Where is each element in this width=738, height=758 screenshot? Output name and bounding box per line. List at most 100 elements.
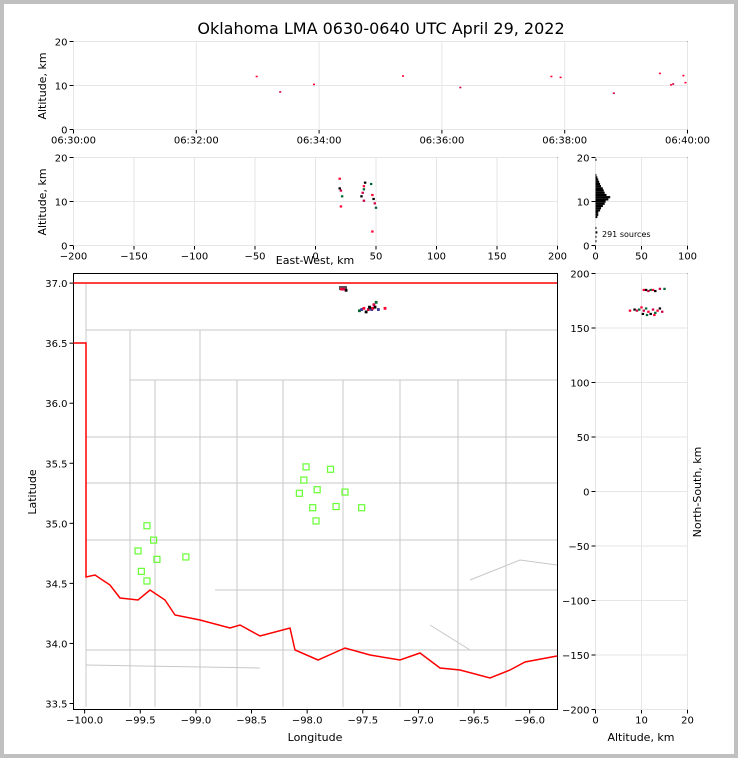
ew-alt-tick-label-x: −200 xyxy=(60,252,87,263)
histogram-bar xyxy=(595,202,605,205)
time-height-tick-label-y: 20 xyxy=(55,38,68,49)
map-tick-label-x: −99.5 xyxy=(125,716,156,727)
ew-alt-point xyxy=(362,185,366,188)
alt-ns-point xyxy=(644,307,648,310)
map-source-point xyxy=(344,288,348,292)
ew-alt-point xyxy=(363,181,367,184)
time-height-tick-label-y: 0 xyxy=(61,126,67,137)
time-height-tick-label-x: 06:36:00 xyxy=(419,136,464,147)
map-frame xyxy=(73,273,558,710)
ew-alt-point xyxy=(362,188,366,191)
lma-station-marker xyxy=(341,488,349,496)
histogram-bar xyxy=(595,207,602,210)
time-height-tick-label-x: 06:34:00 xyxy=(297,136,342,147)
lma-chart: Oklahoma LMA 0630-0640 UTC April 29, 202… xyxy=(26,19,710,744)
histogram-bar xyxy=(595,213,599,216)
ew-alt-tick-label-x: 0 xyxy=(312,252,318,263)
alt-ns-ylabel: North-South, km xyxy=(691,447,704,538)
lma-station-marker xyxy=(309,504,317,512)
lma-station-marker xyxy=(143,522,151,530)
histogram-bar xyxy=(595,226,597,230)
ew-alt-point xyxy=(360,195,363,198)
lma-station-marker xyxy=(153,555,161,563)
histogram-tick-label-x: 100 xyxy=(678,252,697,263)
time-height-point xyxy=(684,81,687,84)
alt-ns-point xyxy=(651,288,655,292)
alt-ns-point xyxy=(642,309,645,312)
time-height-point xyxy=(255,75,258,78)
ew-alt-point xyxy=(362,199,366,202)
map-source-point xyxy=(374,300,378,304)
map-source-point xyxy=(362,306,366,310)
time-height-point xyxy=(312,83,315,86)
lma-station-marker xyxy=(137,567,145,575)
lma-station-marker xyxy=(143,577,151,585)
lma-station-marker xyxy=(150,536,158,544)
ew-alt-tick-label-y: 10 xyxy=(55,198,68,209)
ew-alt-point xyxy=(339,205,343,208)
map-tick-label-x: −97.5 xyxy=(347,716,378,727)
alt-ns-point xyxy=(654,311,657,314)
histogram-tick-label-y: 10 xyxy=(577,198,590,209)
histogram-bar xyxy=(595,182,601,186)
histogram-bar xyxy=(595,215,598,219)
map-source-point xyxy=(373,305,377,309)
time-height-point xyxy=(670,84,673,86)
alt-ns-point xyxy=(633,308,636,311)
map-source-point xyxy=(358,309,361,313)
ew-alt-point xyxy=(371,230,374,233)
histogram-bar xyxy=(595,204,603,208)
time-height-point xyxy=(459,86,462,89)
chart-title: Oklahoma LMA 0630-0640 UTC April 29, 202… xyxy=(197,19,564,38)
ew-alt-tick-label-y: 20 xyxy=(55,154,68,165)
alt-ns-point xyxy=(647,289,650,293)
map-tick-label-x: −100.0 xyxy=(66,716,103,727)
map-ylabel: Latitude xyxy=(26,469,39,515)
ew-alt-point xyxy=(371,193,374,197)
oklahoma-state-border xyxy=(73,282,558,679)
alt-ns-point xyxy=(628,309,632,312)
ew-alt-tick-label-x: 200 xyxy=(548,252,567,263)
alt-ns-point xyxy=(644,288,648,292)
histogram-bar xyxy=(595,198,609,201)
time-height-tick-label-y: 10 xyxy=(55,82,68,93)
alt-ns-tick-label-y: 100 xyxy=(570,379,589,390)
map-tick-label-x: −96.5 xyxy=(459,716,490,727)
map-source-point xyxy=(360,308,364,311)
alt-ns-tick-label-y: −150 xyxy=(562,651,589,662)
alt-ns-point xyxy=(649,288,652,292)
histogram-bar xyxy=(595,189,604,192)
time-height-tick-label-x: 06:40:00 xyxy=(665,136,710,147)
ew-alt-point xyxy=(339,189,343,192)
ew-alt-point xyxy=(369,182,373,186)
map-tick-label-y: 36.0 xyxy=(45,399,67,410)
histogram-tick-label-y: 20 xyxy=(577,154,590,165)
alt-ns-tick-label-y: −50 xyxy=(568,542,589,553)
alt-ns-point xyxy=(656,309,659,312)
histogram-annotation: 291 sources xyxy=(602,230,651,239)
map-tick-label-y: 34.5 xyxy=(45,579,67,590)
ew-alt-point xyxy=(361,191,364,194)
ew-alt-tick-label-x: 150 xyxy=(487,252,506,263)
alt-ns-tick-label-x: 0 xyxy=(592,716,598,727)
alt-ns-tick-label-y: −100 xyxy=(562,597,589,608)
map-tick-label-y: 36.5 xyxy=(45,339,67,350)
alt-ns-point xyxy=(641,312,645,316)
alt-ns-xlabel: Altitude, km xyxy=(607,731,674,744)
alt-ns-point xyxy=(649,312,652,316)
ew-alt-point xyxy=(372,197,375,201)
alt-ns-tick-label-y: 50 xyxy=(577,433,590,444)
alt-ns-point xyxy=(658,287,662,290)
alt-ns-point xyxy=(661,310,664,313)
lma-station-marker xyxy=(300,476,308,484)
ew-alt-tick-label-x: 50 xyxy=(370,252,383,263)
ew-alt-tick-label-x: −50 xyxy=(244,252,265,263)
lma-station-marker xyxy=(332,502,340,511)
time-height-point xyxy=(279,91,282,93)
lma-station-marker xyxy=(182,553,190,561)
histogram-bar xyxy=(595,176,598,179)
map-tick-label-x: −98.5 xyxy=(236,716,267,727)
time-height-tick-label-x: 06:38:00 xyxy=(542,136,587,147)
map-tick-label-y: 35.5 xyxy=(45,459,67,470)
lma-station-marker xyxy=(326,465,335,473)
